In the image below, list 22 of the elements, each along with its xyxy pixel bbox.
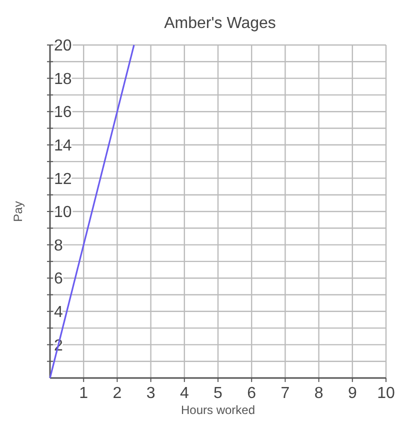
y-tick-label: 8 — [54, 237, 63, 254]
y-tick-label: 20 — [54, 38, 72, 55]
x-tick-label: 10 — [377, 385, 395, 402]
y-tick-label: 18 — [54, 70, 72, 88]
x-tick-label: 9 — [348, 385, 357, 402]
x-tick-label: 8 — [314, 385, 324, 402]
y-tick-label: 4 — [54, 304, 63, 321]
y-tick-label: 10 — [54, 204, 72, 222]
y-tick-label: 14 — [54, 138, 72, 154]
y-tick-label: 6 — [54, 270, 63, 288]
y-tick-label: 16 — [54, 104, 72, 122]
x-tick-label: 7 — [280, 385, 290, 402]
y-tick-label: 12 — [54, 170, 72, 188]
x-tick-label: 5 — [214, 385, 223, 402]
chart-title: Amber's Wages — [164, 15, 276, 32]
x-tick-label: 4 — [180, 385, 189, 402]
x-tick-label: 6 — [247, 385, 256, 402]
x-tick-label: 1 — [79, 385, 88, 402]
x-tick-label: 2 — [112, 385, 122, 402]
x-tick-label: 3 — [146, 385, 156, 402]
y-axis-title: Pay — [11, 201, 25, 222]
x-axis-title: Hours worked — [180, 403, 256, 417]
